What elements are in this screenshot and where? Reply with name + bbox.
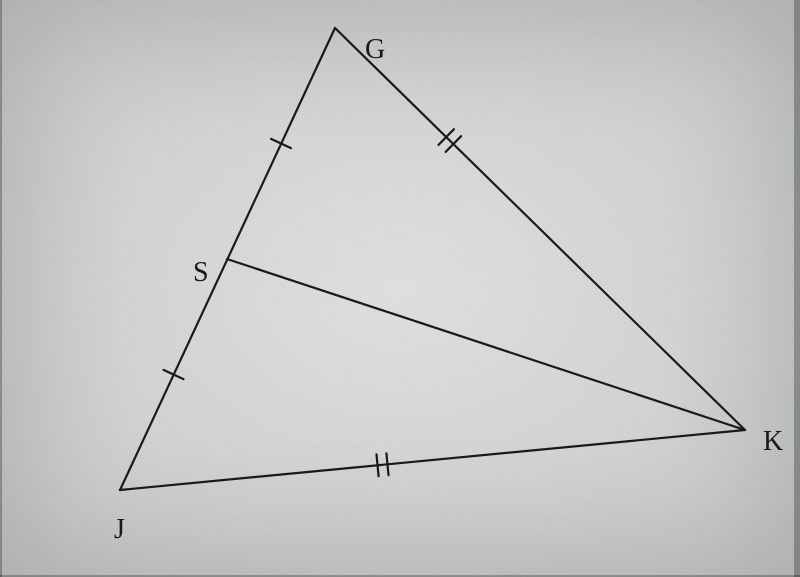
vertex-label-k: K [763,426,783,458]
triangle-diagram [0,0,800,577]
vertex-label-j: J [114,514,125,546]
vertex-label-s: S [193,257,209,289]
vertex-label-g: G [365,34,385,66]
